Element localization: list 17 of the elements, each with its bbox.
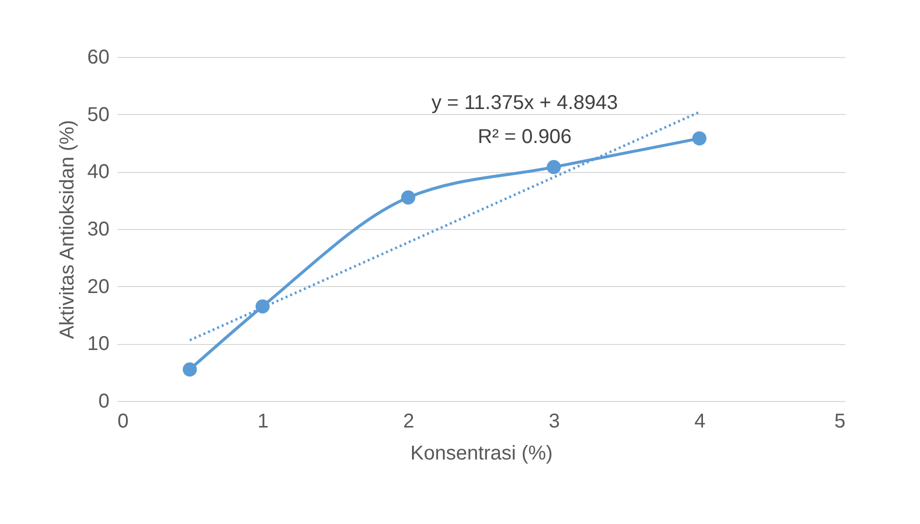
y-tick-label: 40 <box>87 161 110 184</box>
y-tick-label: 0 <box>98 390 110 412</box>
x-axis-title: Konsentrasi (%) <box>410 442 553 464</box>
x-tick-label: 5 <box>834 410 846 432</box>
x-tick-label: 0 <box>118 410 129 432</box>
x-tick-label: 2 <box>403 410 414 432</box>
x-tick-label: 3 <box>548 410 560 432</box>
y-axis-title: Aktivitas Antioksidan (%) <box>56 120 78 339</box>
x-tick-label: 4 <box>694 410 706 432</box>
y-tick-label: 30 <box>87 218 110 240</box>
annotation: y = 11.375x + 4.8943 <box>431 92 618 114</box>
x-tick-label: 1 <box>258 410 269 432</box>
y-tick-label: 50 <box>87 104 110 126</box>
y-tick-label: 10 <box>87 333 110 356</box>
annotation: R² = 0.906 <box>478 126 572 148</box>
y-tick-label: 20 <box>87 276 110 298</box>
y-tick-label: 60 <box>87 46 110 68</box>
